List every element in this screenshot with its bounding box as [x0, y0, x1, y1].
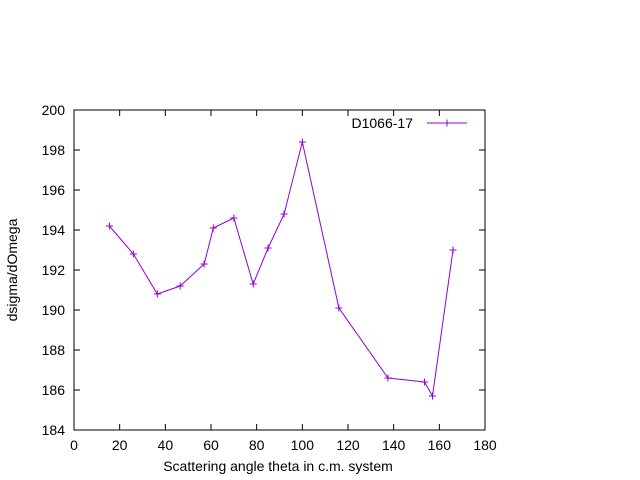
y-tick-label: 196 [42, 182, 66, 198]
data-point [298, 138, 306, 146]
x-tick-label: 20 [112, 437, 128, 453]
legend: D1066-17 [352, 115, 467, 131]
series-line [109, 141, 454, 398]
data-point [280, 210, 288, 218]
data-point [249, 280, 257, 288]
data-point [230, 214, 238, 222]
data-point [264, 244, 272, 252]
data-point [176, 282, 184, 290]
data-point [200, 260, 208, 268]
y-tick-label: 188 [42, 342, 66, 358]
y-tick-label: 194 [42, 222, 66, 238]
y-tick-label: 200 [42, 102, 66, 118]
data-point [420, 378, 428, 386]
y-tick-label: 198 [42, 142, 66, 158]
y-tick-label: 184 [42, 422, 66, 438]
x-tick-label: 40 [158, 437, 174, 453]
data-point [129, 250, 137, 258]
x-tick-label: 100 [291, 437, 315, 453]
x-tick-label: 180 [473, 437, 497, 453]
y-tick-label: 192 [42, 262, 66, 278]
data-point [335, 304, 343, 312]
x-tick-label: 140 [382, 437, 406, 453]
data-point [428, 392, 436, 400]
series-layer [105, 138, 457, 400]
x-tick-label: 80 [249, 437, 265, 453]
tick-labels: 0 20 40 60 80 100 120 140 160 180 184 186 188 190 192 1… [42, 102, 497, 453]
legend-label: D1066-17 [352, 115, 414, 131]
x-axis-label: Scattering angle theta in c.m. system [163, 458, 393, 474]
x-tick-label: 0 [70, 437, 78, 453]
data-point [449, 246, 457, 254]
data-point [209, 224, 217, 232]
y-tick-label: 186 [42, 382, 66, 398]
data-point [384, 374, 392, 382]
x-tick-label: 60 [203, 437, 219, 453]
data-point [153, 290, 161, 298]
x-tick-label: 160 [428, 437, 452, 453]
data-point [105, 222, 113, 230]
y-axis-label: dsigma/dOmega [4, 218, 20, 321]
plot-frame [73, 109, 486, 431]
x-tick-label: 120 [336, 437, 360, 453]
y-tick-label: 190 [42, 302, 66, 318]
